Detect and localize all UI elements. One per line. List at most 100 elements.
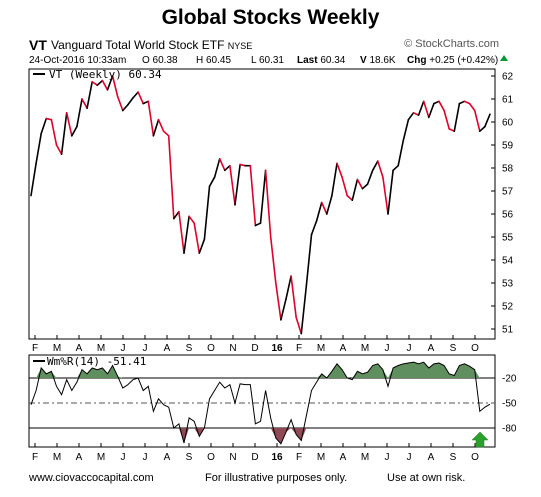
price-line-segment <box>35 132 43 165</box>
price-line-segment <box>331 162 338 197</box>
price-line-segment <box>152 118 160 137</box>
price-x-tick-label: S <box>450 343 457 354</box>
price-line-segment <box>254 222 262 227</box>
price-x-tick-label: M <box>317 343 325 354</box>
price-line-segment <box>147 100 155 137</box>
fund-name: Vanguard Total World Stock ETF <box>51 38 225 52</box>
indicator-x-tick-label: S <box>450 452 457 463</box>
price-line-segment <box>484 113 491 128</box>
indicator-legend-label: Wm%R(14) -51.41 <box>47 355 146 368</box>
price-line-segment <box>325 194 333 215</box>
price-line-segment <box>397 139 405 167</box>
price-line-segment <box>91 80 99 86</box>
price-line-segment <box>346 194 354 201</box>
price-line-segment <box>295 316 303 335</box>
price-line-segment <box>422 100 430 119</box>
price-line-segment <box>71 125 78 137</box>
timestamp: 24-Oct-2016 10:33am <box>29 55 127 66</box>
price-line-segment <box>300 284 308 335</box>
price-line-segment <box>351 178 359 201</box>
indicator-x-tick-label: J <box>121 452 126 463</box>
last-value: 60.34 <box>320 55 346 66</box>
price-line-segment <box>320 201 328 215</box>
price-line-segment <box>30 162 37 197</box>
indicator-x-tick-label: 16 <box>271 452 283 463</box>
price-y-tick-label: 58 <box>502 164 514 175</box>
price-line-segment <box>402 118 410 142</box>
price-line-segment <box>412 112 420 116</box>
price-line-segment <box>376 160 384 178</box>
price-x-tick-label: J <box>407 343 412 354</box>
indicator-x-tick-label: D <box>251 452 258 463</box>
price-y-tick-label: 61 <box>502 95 514 106</box>
price-x-tick-label: J <box>143 343 148 354</box>
price-line-segment <box>218 158 226 172</box>
indicator-x-tick-label: J <box>385 452 390 463</box>
price-line-segment <box>305 233 313 287</box>
price-line-segment <box>188 215 195 224</box>
price-line-segment <box>315 201 323 222</box>
footer-website: www.ciovaccocapital.com <box>29 472 154 484</box>
price-line-segment <box>453 102 461 132</box>
price-x-tick-label: O <box>207 343 215 354</box>
indicator-line <box>30 361 491 445</box>
price-line-segment <box>40 117 48 135</box>
price-line-segment <box>122 103 129 112</box>
price-x-tick-label: A <box>428 343 435 354</box>
fund-name-line: Vanguard Total World Stock ETF NYSE <box>51 38 252 52</box>
price-x-tick-label: S <box>186 343 193 354</box>
price-line-segment <box>407 112 415 121</box>
price-line-segment <box>463 100 471 105</box>
price-line-segment <box>382 176 389 215</box>
chart-title: Global Stocks Weekly <box>161 6 380 29</box>
footer-disclaimer: For illustrative purposes only. <box>205 472 348 484</box>
price-line-segment <box>341 176 349 197</box>
price-line-segment <box>50 118 58 146</box>
price-y-tick-label: 55 <box>502 233 514 244</box>
price-line-segment <box>264 169 272 238</box>
footer-risk: Use at own risk. <box>387 472 466 484</box>
price-line-segment <box>198 238 206 254</box>
price-line-segment <box>213 158 221 178</box>
price-line-segment <box>417 100 425 116</box>
price-line-segment <box>249 164 257 227</box>
high-value: H 60.45 <box>196 55 232 66</box>
price-y-tick-label: 56 <box>502 210 514 221</box>
price-x-tick-label: A <box>164 343 171 354</box>
price-line-segment <box>162 130 170 137</box>
price-x-tick-label: 16 <box>271 343 283 354</box>
price-x-tick-label: M <box>53 343 61 354</box>
price-line-segment <box>438 100 445 112</box>
price-line-segment <box>81 98 88 109</box>
indicator-x-tick-label: M <box>361 452 369 463</box>
price-line-segment <box>203 185 211 241</box>
ticker-symbol: VT <box>29 37 47 53</box>
price-line-segment <box>274 282 282 321</box>
price-line-segment <box>132 91 139 99</box>
price-line-segment <box>65 112 73 137</box>
indicator-x-tick-label: J <box>407 452 412 463</box>
price-line-segment <box>208 176 216 188</box>
indicator-x-tick-label: A <box>340 452 347 463</box>
price-y-tick-label: 60 <box>502 118 514 129</box>
up-triangle-icon <box>500 55 509 61</box>
price-y-tick-label: 62 <box>502 72 514 83</box>
price-x-tick-label: F <box>296 343 302 354</box>
indicator-x-tick-label: M <box>53 452 61 463</box>
price-line-segment <box>458 100 466 105</box>
price-line-segment <box>290 275 298 319</box>
price-line-segment <box>356 178 364 190</box>
price-line-segment <box>178 210 185 254</box>
open-value: O 60.38 <box>142 55 178 66</box>
price-line-segment <box>55 144 63 155</box>
price-y-tick-label: 54 <box>502 256 514 267</box>
price-line-segment <box>101 79 109 91</box>
price-line-segment <box>76 98 83 128</box>
price-line-segment <box>127 97 134 106</box>
indicator-x-tick-label: S <box>186 452 193 463</box>
indicator-x-tick-label: N <box>229 452 236 463</box>
price-line-segment <box>433 100 440 105</box>
price-line-segment <box>259 169 267 224</box>
price-line-segment <box>234 163 241 206</box>
price-y-tick-label: 57 <box>502 187 514 198</box>
